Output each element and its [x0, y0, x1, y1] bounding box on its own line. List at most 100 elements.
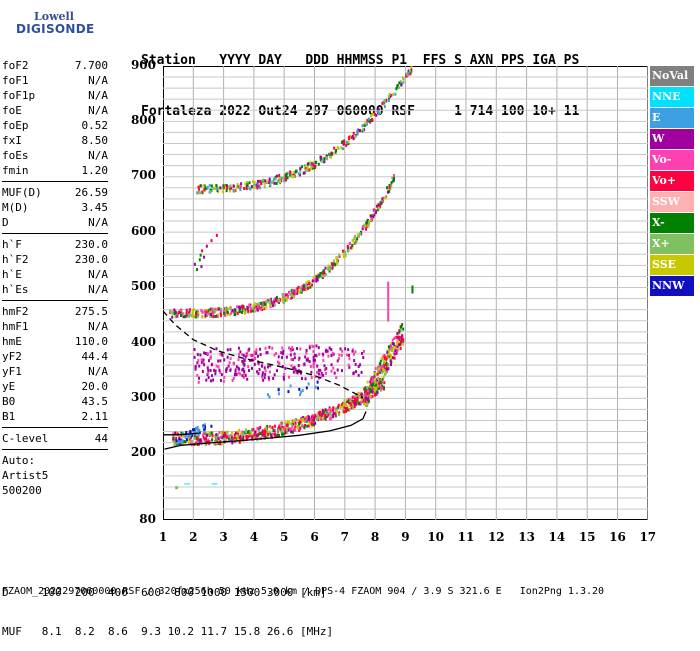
scaled-parameters-panel: foF2 7.700 foF1 N/A foF1p N/A foE N/A foEp 0.52 fx… [2, 58, 108, 498]
echo-point [383, 364, 386, 368]
echo-point [277, 179, 280, 183]
echo-point [259, 347, 262, 351]
param-row: C-level 44 [2, 431, 108, 446]
echo-point [209, 188, 212, 192]
echo-point [333, 259, 336, 263]
param-separator [2, 233, 108, 234]
echo-point [365, 389, 368, 393]
echo-point [219, 370, 222, 374]
x-tick-label: 16 [609, 530, 626, 544]
echo-point [364, 403, 367, 407]
echo-point [179, 310, 182, 314]
echo-point [256, 435, 259, 439]
echo-point [211, 483, 218, 485]
echo-point [275, 174, 278, 178]
echo-point [300, 289, 303, 293]
echo-point [269, 364, 272, 368]
echo-point [376, 391, 379, 395]
echo-point [354, 399, 357, 403]
echo-point [385, 371, 388, 375]
echo-point [343, 251, 346, 255]
echo-point [387, 97, 390, 101]
param-value: N/A [88, 149, 108, 162]
echo-point [376, 372, 379, 376]
echo-point [298, 387, 301, 391]
echo-point [349, 403, 352, 407]
param-value: 26.59 [74, 186, 108, 199]
echo-point [352, 371, 355, 375]
echo-point [184, 315, 187, 319]
echo-point [198, 364, 201, 368]
echo-point [278, 361, 281, 365]
echo-point [394, 346, 397, 350]
echo-point [386, 355, 389, 359]
echo-point [230, 311, 233, 315]
echo-point [298, 426, 301, 430]
echo-point [370, 388, 373, 392]
echo-point [336, 258, 339, 262]
echo-point [345, 140, 348, 144]
param-row: foE N/A [2, 103, 108, 118]
echo-point [268, 378, 271, 382]
echo-point [322, 274, 325, 278]
echo-point [260, 182, 263, 186]
echo-point [301, 288, 304, 292]
echo-point [409, 72, 412, 76]
echo-point [390, 363, 393, 367]
echo-point [266, 432, 269, 436]
param-row: foF1p N/A [2, 88, 108, 103]
echo-point [237, 430, 240, 434]
echo-point [199, 184, 202, 188]
echo-point [315, 278, 318, 282]
echo-point [321, 352, 324, 356]
echo-point [224, 434, 227, 438]
echo-point [196, 353, 199, 357]
echo-point [327, 266, 330, 270]
echo-point [340, 369, 343, 373]
echo-point [193, 348, 196, 352]
echo-point [402, 80, 405, 84]
echo-point [276, 360, 279, 364]
echo-point [235, 373, 238, 377]
echo-point [173, 440, 176, 444]
echo-point [292, 175, 295, 179]
echo-point [316, 370, 319, 374]
echo-point [233, 310, 236, 314]
echo-point [184, 436, 187, 440]
echo-point [269, 297, 272, 301]
autoscale-info: Artist5 [2, 469, 49, 482]
echo-point [193, 437, 196, 441]
echo-point [268, 177, 271, 181]
echo-point [222, 186, 225, 190]
echo-point [299, 286, 302, 290]
echo-point [360, 370, 363, 374]
echo-point [254, 351, 257, 355]
echo-point [304, 377, 307, 381]
echo-point [319, 417, 322, 421]
echo-point [347, 248, 350, 252]
echo-point [298, 173, 301, 177]
echo-point [299, 426, 302, 430]
echo-point [299, 393, 302, 397]
echo-point [371, 112, 374, 116]
echo-point [314, 385, 317, 389]
echo-point [253, 436, 256, 440]
echo-point [238, 305, 241, 309]
echo-point [219, 311, 222, 315]
echo-point [322, 410, 325, 414]
echo-point [193, 314, 196, 318]
echo-point [291, 346, 294, 350]
echo-point [363, 223, 366, 227]
echo-point [392, 342, 395, 346]
echo-point [340, 146, 343, 150]
echo-point [216, 188, 219, 192]
echo-point [228, 437, 231, 441]
param-row: yF1 N/A [2, 364, 108, 379]
echo-point [343, 405, 346, 409]
echo-point [247, 429, 250, 433]
echo-point [342, 403, 345, 407]
echo-point [273, 181, 276, 185]
echo-point [285, 427, 288, 431]
echo-point [323, 368, 326, 372]
echo-point [250, 432, 253, 436]
